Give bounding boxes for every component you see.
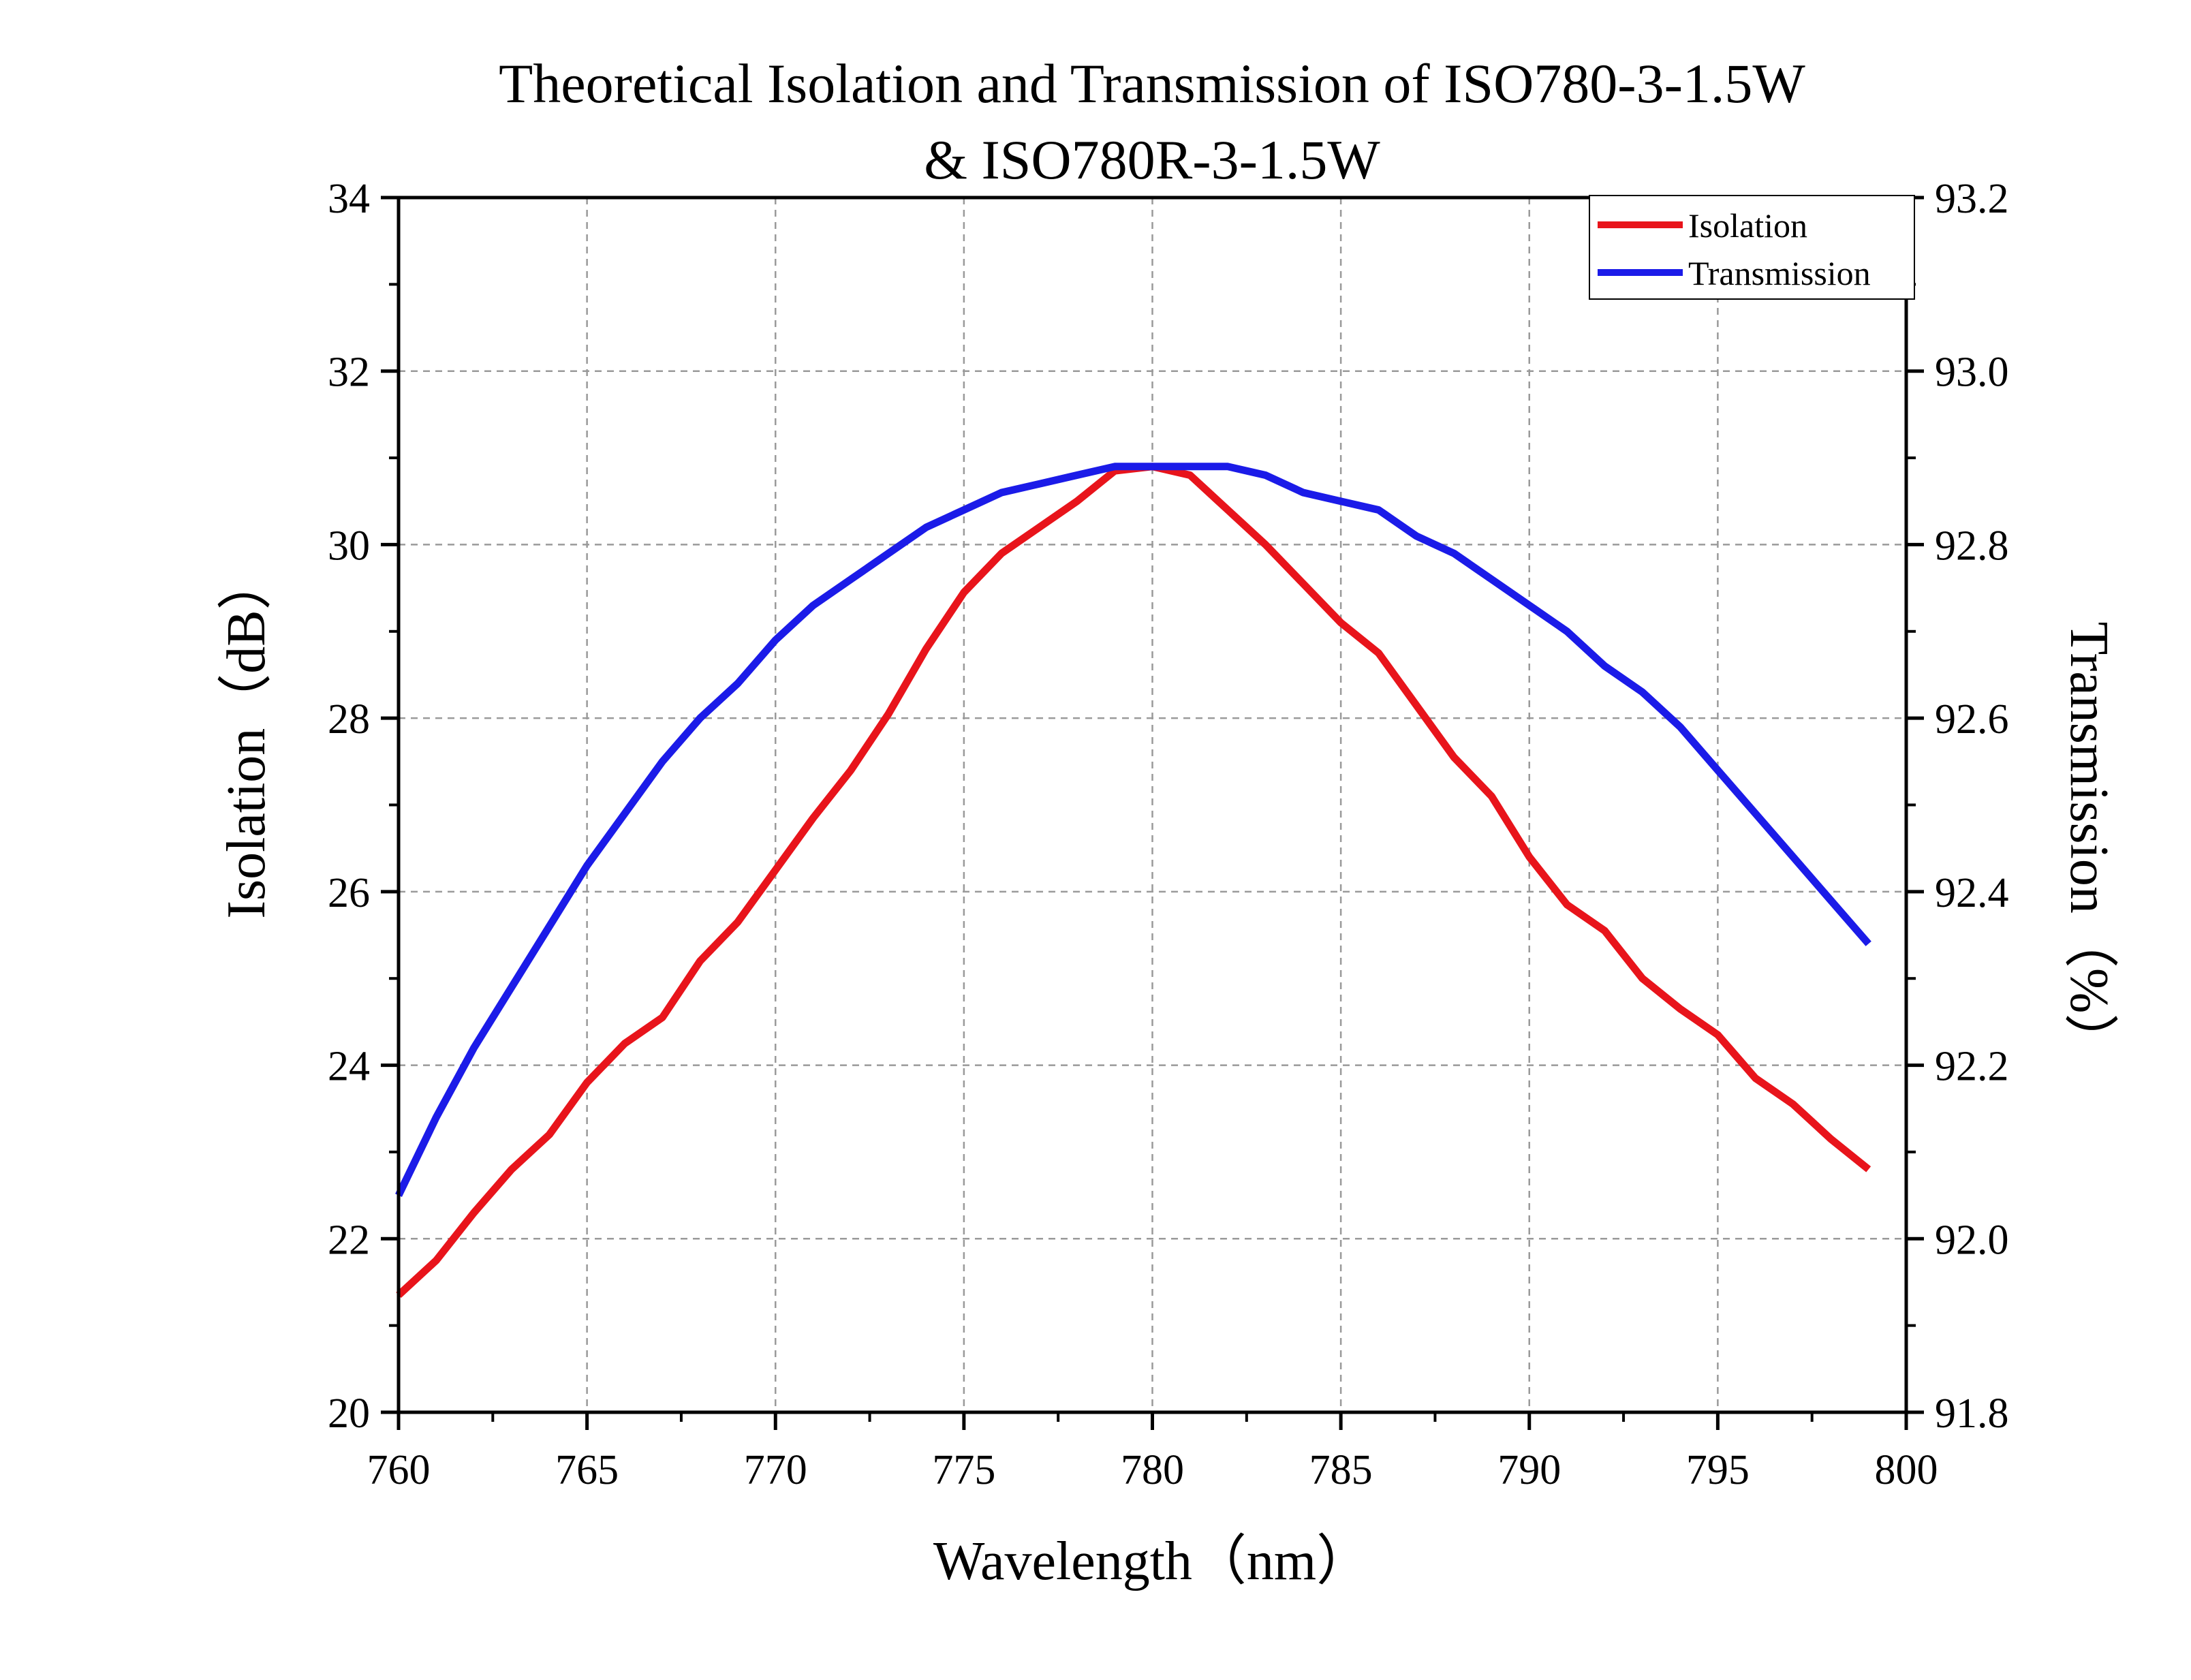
legend-box (1589, 195, 1915, 300)
y-tick-label: 34 (328, 176, 370, 222)
x-tick-label: 760 (367, 1447, 431, 1493)
x-tick-label: 770 (744, 1447, 807, 1493)
x-axis-label: Wavelength（nm） (933, 1531, 1371, 1591)
y2-tick-label: 92.2 (1935, 1044, 2009, 1090)
series-lines (395, 463, 1871, 1298)
y-tick-label: 30 (328, 523, 370, 569)
x-tick-label: 765 (555, 1447, 619, 1493)
series-line-isolation (396, 463, 1871, 1298)
legend-label-isolation: Isolation (1688, 206, 1807, 245)
y2-tick-label: 92.6 (1935, 696, 2009, 743)
legend-label-transmission: Transmission (1688, 254, 1871, 292)
y2-tick-label: 92.8 (1935, 523, 2009, 569)
y-tick-label: 26 (328, 870, 370, 916)
y2-tick-label: 91.8 (1935, 1390, 2009, 1437)
y-tick-label: 32 (328, 349, 370, 396)
chart-title: Theoretical Isolation and Transmission o… (499, 52, 1805, 114)
series-line-transmission (395, 463, 1871, 1197)
y2-tick-label: 93.0 (1935, 349, 2009, 396)
legend: Isolation Transmission (1589, 195, 1915, 300)
y-tick-label: 28 (328, 696, 370, 743)
x-tick-label: 780 (1121, 1447, 1184, 1493)
x-tick-label: 785 (1309, 1447, 1373, 1493)
y-tick-label: 22 (328, 1217, 370, 1263)
y-tick-label: 20 (328, 1390, 370, 1437)
x-tick-label: 800 (1875, 1447, 1938, 1493)
x-tick-label: 775 (932, 1447, 995, 1493)
y-tick-label: 24 (328, 1044, 370, 1090)
x-tick-label: 795 (1686, 1447, 1750, 1493)
grid-lines (399, 198, 1906, 1412)
chart-subtitle: & ISO780R-3-1.5W (924, 129, 1380, 191)
y2-tick-label: 93.2 (1935, 176, 2009, 222)
x-tick-label: 790 (1497, 1447, 1561, 1493)
axis-ticks: 760 765 770 775 780 785 790 795 800 20 22 24 26 28 30 3… (328, 176, 2009, 1493)
y-axis-label: Isolation（dB） (217, 555, 277, 918)
y2-tick-label: 92.0 (1935, 1217, 2009, 1263)
y2-axis-label: Transmission（%） (2059, 622, 2119, 1068)
y2-tick-label: 92.4 (1935, 870, 2009, 916)
